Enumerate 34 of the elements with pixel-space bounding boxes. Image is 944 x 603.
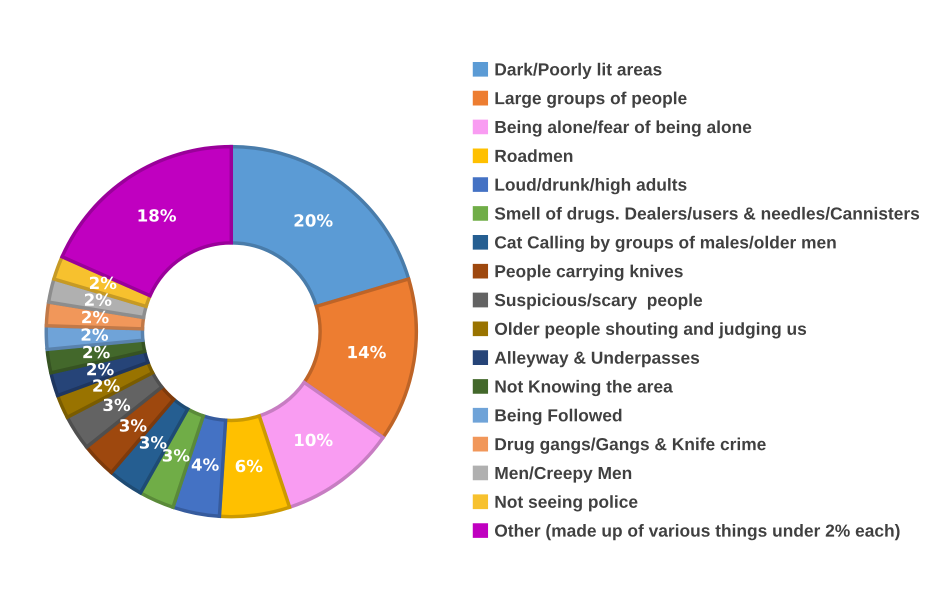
legend-label: Being alone/fear of being alone — [495, 120, 752, 137]
legend-label: Alleyway & Underpasses — [494, 351, 700, 368]
legend-label: Drug gangs/Gangs & Knife crime — [495, 438, 766, 454]
data-label: 2% — [90, 276, 116, 290]
data-label: 3% — [162, 449, 190, 462]
data-label: 6% — [236, 460, 262, 472]
data-label: 3% — [120, 419, 147, 432]
legend-label: Dark/Poorly lit areas — [495, 62, 662, 79]
data-label: 2% — [84, 293, 112, 306]
legend-label: Being Followed — [495, 408, 622, 425]
legend-label: Loud/drunk/high adults — [495, 178, 686, 194]
data-label: 2% — [87, 362, 114, 376]
data-label: 10% — [295, 434, 333, 446]
legend-label: Not seeing police — [495, 495, 638, 512]
data-label: 2% — [82, 328, 108, 341]
legend-label: Cat Calling by groups of males/older men — [495, 236, 836, 252]
data-label: 2% — [93, 379, 120, 392]
legend-label: Other (made up of various things under 2% each) — [495, 524, 900, 540]
legend-label: Large groups of people — [495, 92, 687, 108]
legend-label: Not Knowing the area — [495, 380, 673, 396]
legend-label: Smell of drugs. Dealers/users & needles/Cannisters — [494, 206, 920, 224]
data-label: 3% — [140, 436, 167, 449]
legend-label: Men/Creepy Men — [495, 466, 632, 483]
legend-label: Older people shouting and judging us — [495, 322, 806, 338]
data-label: 14% — [348, 346, 386, 358]
data-label: 20% — [294, 214, 333, 227]
data-label: 2% — [83, 346, 110, 358]
legend-label: Suspicious/scary people — [494, 293, 702, 310]
legend-label: People carrying knives — [495, 264, 683, 281]
data-label: 18% — [138, 209, 176, 222]
data-label: 2% — [82, 310, 109, 324]
data-label: 3% — [103, 398, 130, 412]
legend-label: Roadmen — [495, 149, 572, 162]
data-label: 4% — [192, 458, 219, 471]
